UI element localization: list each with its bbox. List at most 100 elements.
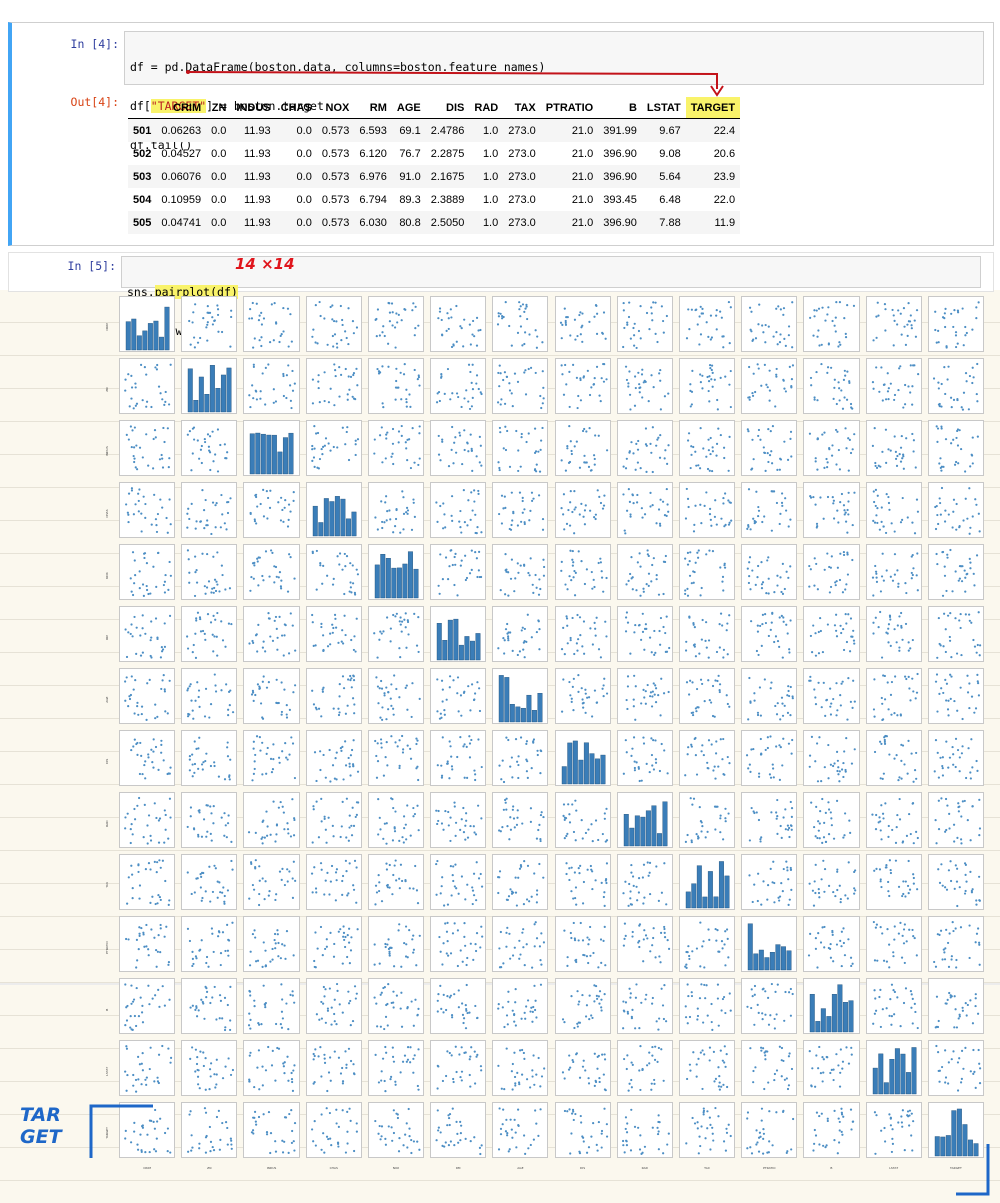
scatter-point <box>656 694 659 697</box>
scatter-point <box>450 549 453 552</box>
scatter-point <box>391 806 395 810</box>
scatter-point <box>567 878 571 882</box>
scatter-point <box>826 466 829 469</box>
scatter-point <box>418 432 421 435</box>
scatter-point <box>281 998 284 1001</box>
scatter-point <box>823 925 826 929</box>
scatter-point <box>351 884 354 887</box>
scatter-point <box>599 656 602 659</box>
scatter-point <box>406 619 409 622</box>
scatter-point <box>443 713 446 716</box>
scatter-point <box>375 891 378 894</box>
scatter-point <box>910 432 913 436</box>
scatter-point <box>594 513 597 516</box>
scatter-point <box>441 876 444 879</box>
scatter-point <box>835 629 838 632</box>
scatter-point <box>217 313 220 317</box>
scatter-point <box>229 1028 232 1032</box>
scatter-point <box>376 685 379 688</box>
scatter-point <box>836 402 839 406</box>
scatter-point <box>415 644 418 647</box>
table-cell: 91.0 <box>399 170 421 183</box>
scatter-point <box>635 885 638 888</box>
scatter-point <box>264 949 268 952</box>
scatter-point <box>384 495 388 498</box>
scatter-point <box>169 766 172 769</box>
scatter-point <box>504 506 507 509</box>
code-cell-4[interactable]: In [4]: df = pd.DataFrame(boston.data, c… <box>8 22 994 246</box>
pairplot-scatter <box>430 916 487 972</box>
scatter-point <box>901 638 904 641</box>
scatter-point <box>449 675 452 678</box>
scatter-point <box>693 523 696 526</box>
scatter-point <box>604 378 608 381</box>
scatter-point <box>781 764 784 767</box>
scatter-point <box>392 873 395 877</box>
scatter-point <box>727 499 730 502</box>
scatter-point <box>910 752 913 755</box>
scatter-point <box>833 386 836 389</box>
scatter-point <box>518 957 521 960</box>
scatter-point <box>747 430 750 433</box>
scatter-point <box>356 438 359 441</box>
scatter-point <box>913 936 916 940</box>
scatter-point <box>352 371 355 375</box>
scatter-point <box>974 899 978 902</box>
scatter-point <box>539 448 543 451</box>
pairplot-scatter <box>616 606 673 662</box>
scatter-point <box>283 811 286 814</box>
scatter-point <box>130 489 134 492</box>
pairplot-scatter <box>616 916 673 972</box>
scatter-point <box>504 801 508 804</box>
scatter-point <box>635 899 638 902</box>
scatter-point <box>569 639 572 642</box>
scatter-point <box>477 489 480 493</box>
scatter-point <box>417 374 420 377</box>
scatter-point <box>217 330 220 333</box>
scatter-point <box>515 1024 518 1027</box>
scatter-point <box>654 687 657 690</box>
scatter-point <box>622 944 625 947</box>
code-cell-5[interactable]: In [5]: sns.pairplot(df) plt.show() 14 ×… <box>8 252 994 338</box>
code-input-5[interactable]: sns.pairplot(df) plt.show() <box>121 256 981 338</box>
pairplot-scatter <box>678 730 736 786</box>
scatter-point <box>519 650 522 653</box>
scatter-point <box>950 656 953 659</box>
scatter-point <box>849 650 852 653</box>
scatter-point <box>215 589 218 593</box>
scatter-point <box>440 318 443 322</box>
scatter-point <box>684 774 687 777</box>
scatter-point <box>815 562 818 566</box>
pairplot-scatter <box>430 978 487 1034</box>
scatter-point <box>201 763 204 766</box>
scatter-point <box>194 632 197 635</box>
scatter-point <box>767 996 770 999</box>
scatter-point <box>564 315 567 319</box>
scatter-point <box>769 454 772 457</box>
scatter-point <box>141 583 145 586</box>
scatter-point <box>729 306 732 309</box>
scatter-point <box>593 627 596 630</box>
scatter-point <box>631 747 634 750</box>
scatter-point <box>843 378 846 381</box>
scatter-point <box>901 406 904 409</box>
scatter-point <box>684 1005 687 1008</box>
scatter-point <box>780 458 783 461</box>
scatter-point <box>641 630 644 633</box>
scatter-point <box>816 522 819 525</box>
row-index: 505 <box>133 216 152 229</box>
scatter-point <box>827 777 830 780</box>
scatter-point <box>715 523 718 526</box>
scatter-point <box>321 954 324 957</box>
scatter-point <box>644 702 647 705</box>
scatter-point <box>466 836 470 839</box>
scatter-point <box>839 301 842 304</box>
scatter-point <box>969 777 972 780</box>
scatter-point <box>333 998 336 1001</box>
scatter-point <box>789 868 793 871</box>
scatter-point <box>968 532 971 535</box>
scatter-point <box>561 1018 564 1021</box>
scatter-point <box>472 319 475 323</box>
scatter-point <box>782 313 785 316</box>
scatter-point <box>280 587 283 590</box>
